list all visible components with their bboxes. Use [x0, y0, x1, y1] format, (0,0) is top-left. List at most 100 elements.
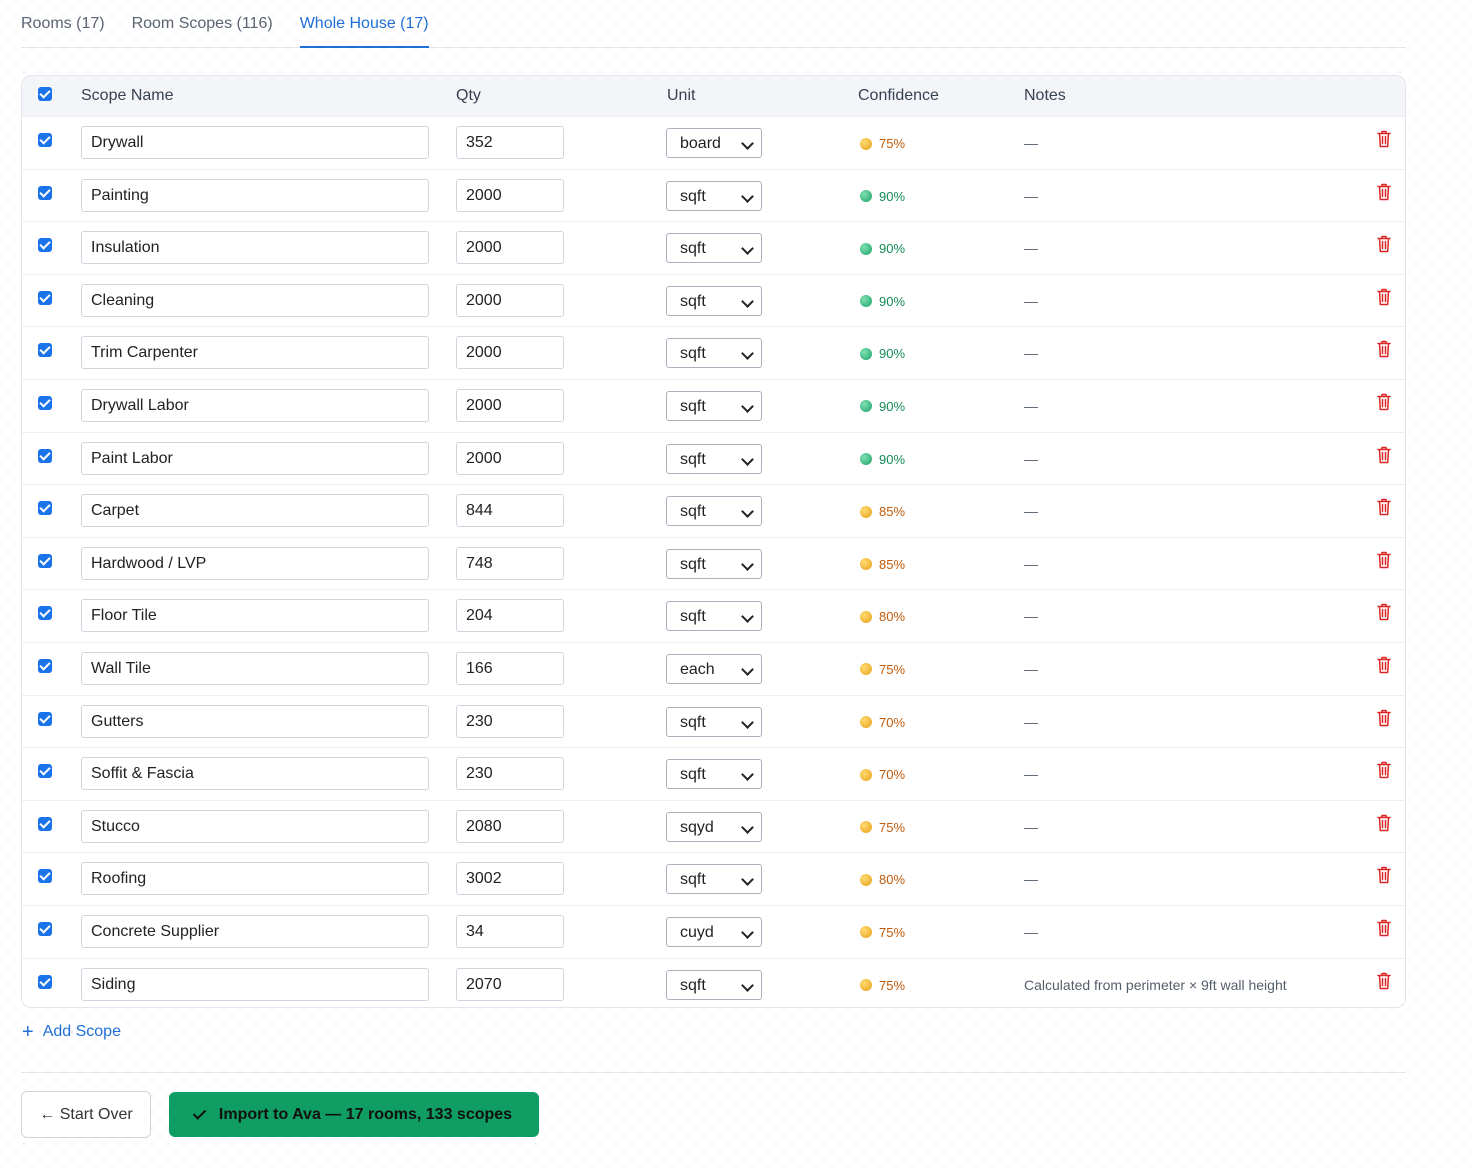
qty-input[interactable]: 844: [456, 494, 564, 528]
row-checkbox[interactable]: [38, 921, 52, 936]
row-checkbox[interactable]: [38, 816, 52, 831]
unit-select[interactable]: sqyd: [666, 811, 762, 842]
trash-icon[interactable]: [1377, 972, 1391, 990]
scope-name-input[interactable]: Soffit & Fascia: [81, 757, 429, 791]
qty-input[interactable]: 204: [456, 599, 564, 633]
scope-name-input[interactable]: Roofing: [81, 862, 429, 896]
row-checkbox[interactable]: [38, 606, 52, 621]
unit-select[interactable]: sqft: [666, 969, 762, 1000]
trash-icon[interactable]: [1377, 603, 1391, 621]
qty-input[interactable]: 2080: [456, 809, 564, 843]
confidence-value: 90%: [879, 241, 906, 257]
row-checkbox[interactable]: [38, 185, 52, 200]
unit-select[interactable]: sqft: [666, 496, 762, 527]
confidence-badge: 75%: [860, 978, 905, 993]
scope-name-input[interactable]: Drywall Labor: [81, 388, 429, 422]
confidence-badge: 90%: [860, 241, 905, 256]
trash-icon[interactable]: [1377, 656, 1391, 674]
tab-room-scopes[interactable]: Room Scopes (116): [131, 15, 273, 32]
trash-icon[interactable]: [1377, 340, 1391, 358]
unit-select[interactable]: each: [666, 653, 762, 684]
trash-icon[interactable]: [1377, 130, 1391, 148]
qty-input[interactable]: 230: [456, 757, 564, 791]
unit-select[interactable]: sqft: [666, 180, 762, 211]
scope-name-input[interactable]: Floor Tile: [81, 599, 429, 633]
scope-name-input[interactable]: Concrete Supplier: [81, 914, 429, 948]
row-checkbox[interactable]: [38, 711, 52, 726]
qty-input[interactable]: 2000: [456, 178, 564, 212]
qty-input[interactable]: 352: [456, 126, 564, 159]
row-checkbox[interactable]: [38, 395, 52, 410]
row-checkbox[interactable]: [38, 133, 52, 147]
scope-name-input[interactable]: Hardwood / LVP: [81, 546, 429, 580]
qty-input[interactable]: 230: [456, 704, 564, 738]
qty-input[interactable]: 2000: [456, 441, 564, 475]
qty-input[interactable]: 2000: [456, 336, 564, 370]
qty-input[interactable]: 34: [456, 914, 564, 948]
trash-icon[interactable]: [1377, 761, 1391, 779]
scope-name-input[interactable]: Stucco: [81, 809, 429, 843]
add-scope-button[interactable]: + Add Scope: [22, 1022, 121, 1042]
trash-icon[interactable]: [1377, 235, 1391, 253]
scope-name-input[interactable]: Carpet: [81, 494, 429, 528]
trash-icon[interactable]: [1377, 498, 1391, 516]
unit-select[interactable]: sqft: [666, 706, 762, 737]
trash-icon[interactable]: [1377, 551, 1391, 569]
start-over-button[interactable]: ← Start Over: [21, 1091, 151, 1138]
tab-whole-house[interactable]: Whole House (17): [299, 0, 429, 48]
qty-input[interactable]: 166: [456, 651, 564, 685]
scope-name-input[interactable]: Insulation: [81, 231, 429, 265]
row-checkbox[interactable]: [38, 343, 52, 358]
qty-input[interactable]: 2000: [456, 388, 564, 422]
scope-name-input[interactable]: Gutters: [81, 704, 429, 738]
scope-name-input[interactable]: Siding: [81, 967, 429, 1001]
unit-select[interactable]: sqft: [666, 443, 762, 474]
row-checkbox[interactable]: [38, 764, 52, 779]
scope-name-input[interactable]: Cleaning: [81, 283, 429, 317]
row-checkbox[interactable]: [38, 290, 52, 305]
row-checkbox[interactable]: [38, 238, 52, 253]
select-all-checkbox[interactable]: [38, 87, 52, 101]
qty-input[interactable]: 3002: [456, 862, 564, 896]
row-checkbox[interactable]: [38, 974, 52, 989]
scope-name-input[interactable]: Trim Carpenter: [81, 336, 429, 370]
trash-icon[interactable]: [1377, 866, 1391, 884]
trash-icon[interactable]: [1377, 183, 1391, 201]
row-checkbox[interactable]: [38, 501, 52, 516]
unit-select[interactable]: sqft: [666, 601, 762, 632]
qty-input[interactable]: 748: [456, 546, 564, 580]
trash-icon[interactable]: [1377, 919, 1391, 937]
trash-icon[interactable]: [1377, 288, 1391, 306]
scope-name-input[interactable]: Painting: [81, 178, 429, 212]
scope-name-input[interactable]: Wall Tile: [81, 651, 429, 685]
unit-select[interactable]: cuyd: [666, 916, 762, 947]
trash-icon[interactable]: [1377, 446, 1391, 464]
row-checkbox[interactable]: [38, 448, 52, 463]
qty-input[interactable]: 2000: [456, 283, 564, 317]
confidence-badge: 75%: [860, 820, 905, 835]
unit-value: sqft: [680, 397, 706, 415]
qty-input[interactable]: 2070: [456, 967, 564, 1001]
unit-select[interactable]: sqft: [666, 390, 762, 421]
trash-icon[interactable]: [1377, 814, 1391, 832]
table-row: Trim Carpenter 2000 sqft 90% —: [22, 326, 1405, 379]
unit-select[interactable]: sqft: [666, 548, 762, 579]
unit-select[interactable]: sqft: [666, 285, 762, 316]
row-checkbox[interactable]: [38, 658, 52, 673]
tab-rooms[interactable]: Rooms (17): [21, 15, 105, 32]
row-checkbox[interactable]: [38, 553, 52, 568]
table-row: Concrete Supplier 34 cuyd 75% —: [22, 904, 1405, 958]
unit-select[interactable]: sqft: [666, 338, 762, 369]
trash-icon[interactable]: [1377, 709, 1391, 727]
unit-select[interactable]: sqft: [666, 759, 762, 790]
scope-name-input[interactable]: Paint Labor: [81, 441, 429, 475]
import-button[interactable]: Import to Ava — 17 rooms, 133 scopes: [169, 1092, 539, 1137]
unit-select[interactable]: board: [666, 128, 762, 158]
unit-select[interactable]: sqft: [666, 233, 762, 264]
trash-icon[interactable]: [1377, 393, 1391, 411]
scope-name-input[interactable]: Drywall: [81, 126, 429, 159]
row-checkbox[interactable]: [38, 869, 52, 884]
qty-input[interactable]: 2000: [456, 231, 564, 265]
table-row: Cleaning 2000 sqft 90% —: [22, 273, 1405, 327]
unit-select[interactable]: sqft: [666, 864, 762, 895]
